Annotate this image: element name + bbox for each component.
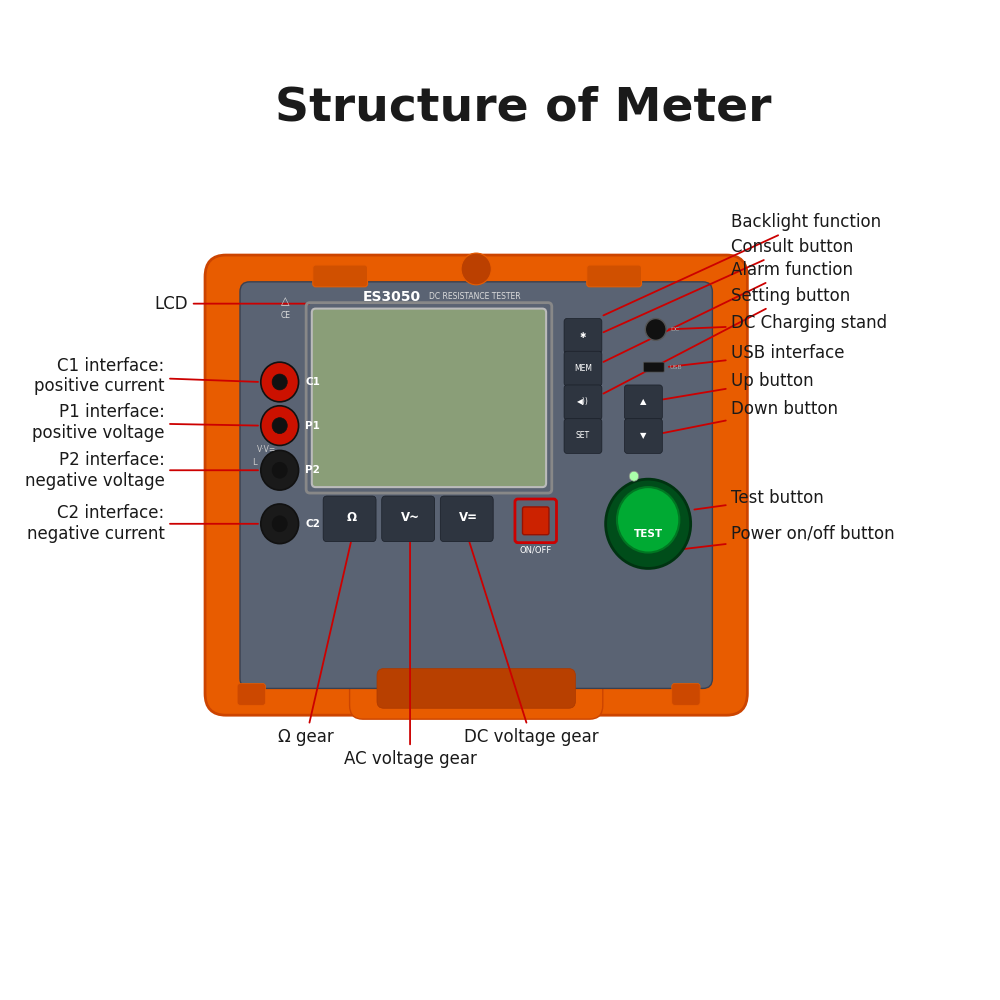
FancyBboxPatch shape xyxy=(440,496,493,542)
Text: C1 interface:
positive current: C1 interface: positive current xyxy=(34,357,258,395)
Text: ▼: ▼ xyxy=(640,431,647,440)
Circle shape xyxy=(606,479,691,568)
FancyBboxPatch shape xyxy=(515,499,557,543)
Circle shape xyxy=(629,471,639,481)
Text: AC voltage gear: AC voltage gear xyxy=(344,542,477,768)
FancyBboxPatch shape xyxy=(350,652,603,719)
Text: V·V=: V·V= xyxy=(257,445,276,454)
Text: ON/OFF: ON/OFF xyxy=(520,546,552,555)
Text: Down button: Down button xyxy=(663,400,838,433)
FancyBboxPatch shape xyxy=(522,507,549,535)
FancyBboxPatch shape xyxy=(237,683,266,705)
FancyBboxPatch shape xyxy=(564,385,602,420)
Text: USB: USB xyxy=(670,365,683,370)
Text: P1 interface:
positive voltage: P1 interface: positive voltage xyxy=(32,403,258,442)
Text: L: L xyxy=(252,458,257,467)
Circle shape xyxy=(272,418,287,434)
Circle shape xyxy=(261,406,299,445)
FancyBboxPatch shape xyxy=(587,265,642,287)
Circle shape xyxy=(272,516,287,532)
Text: P2 interface:
negative voltage: P2 interface: negative voltage xyxy=(25,451,258,490)
Text: TEST: TEST xyxy=(634,529,663,539)
Text: Test button: Test button xyxy=(694,489,824,510)
Text: Alarm function: Alarm function xyxy=(603,261,853,362)
Circle shape xyxy=(617,487,679,553)
FancyBboxPatch shape xyxy=(643,362,664,372)
Text: Backlight function: Backlight function xyxy=(603,213,881,315)
FancyBboxPatch shape xyxy=(312,309,546,487)
Text: LCD: LCD xyxy=(154,295,309,313)
Text: V~: V~ xyxy=(401,511,420,524)
Circle shape xyxy=(272,374,287,390)
Circle shape xyxy=(645,319,666,340)
Circle shape xyxy=(461,253,491,285)
FancyBboxPatch shape xyxy=(382,496,435,542)
Text: Consult button: Consult button xyxy=(603,238,854,332)
Text: ▲: ▲ xyxy=(640,397,647,406)
Text: DC Charging stand: DC Charging stand xyxy=(669,314,887,332)
Text: DC: DC xyxy=(670,327,679,332)
Text: ES3050: ES3050 xyxy=(363,290,421,304)
Text: Ω: Ω xyxy=(346,511,357,524)
Text: SET: SET xyxy=(576,431,590,440)
Text: USB interface: USB interface xyxy=(669,344,845,367)
Text: P1: P1 xyxy=(305,421,320,431)
Text: MEM: MEM xyxy=(574,364,592,373)
FancyBboxPatch shape xyxy=(377,669,575,708)
FancyBboxPatch shape xyxy=(564,319,602,353)
FancyBboxPatch shape xyxy=(564,419,602,453)
Text: CE: CE xyxy=(280,311,290,320)
Text: ◀)): ◀)) xyxy=(577,397,589,406)
Text: V=: V= xyxy=(459,511,478,524)
FancyBboxPatch shape xyxy=(564,351,602,386)
Text: △: △ xyxy=(281,297,290,307)
Text: P2: P2 xyxy=(305,465,320,475)
Text: C2: C2 xyxy=(305,519,320,529)
Circle shape xyxy=(261,450,299,490)
Text: DC voltage gear: DC voltage gear xyxy=(464,542,598,746)
Circle shape xyxy=(261,504,299,544)
Text: Setting button: Setting button xyxy=(603,287,851,394)
FancyBboxPatch shape xyxy=(313,265,368,287)
FancyBboxPatch shape xyxy=(625,385,662,420)
FancyBboxPatch shape xyxy=(240,282,712,688)
FancyBboxPatch shape xyxy=(625,419,662,453)
Text: C1: C1 xyxy=(305,377,320,387)
Text: DC RESISTANCE TESTER: DC RESISTANCE TESTER xyxy=(429,292,521,301)
Text: Power on/off button: Power on/off button xyxy=(640,525,895,554)
Text: Structure of Meter: Structure of Meter xyxy=(275,86,772,131)
Text: ✱: ✱ xyxy=(580,331,586,340)
Circle shape xyxy=(272,462,287,478)
FancyBboxPatch shape xyxy=(205,255,747,715)
Text: Ω gear: Ω gear xyxy=(278,542,351,746)
FancyBboxPatch shape xyxy=(672,683,700,705)
Circle shape xyxy=(261,362,299,402)
Text: Up button: Up button xyxy=(663,372,814,399)
FancyBboxPatch shape xyxy=(323,496,376,542)
Text: C2 interface:
negative current: C2 interface: negative current xyxy=(27,504,258,543)
